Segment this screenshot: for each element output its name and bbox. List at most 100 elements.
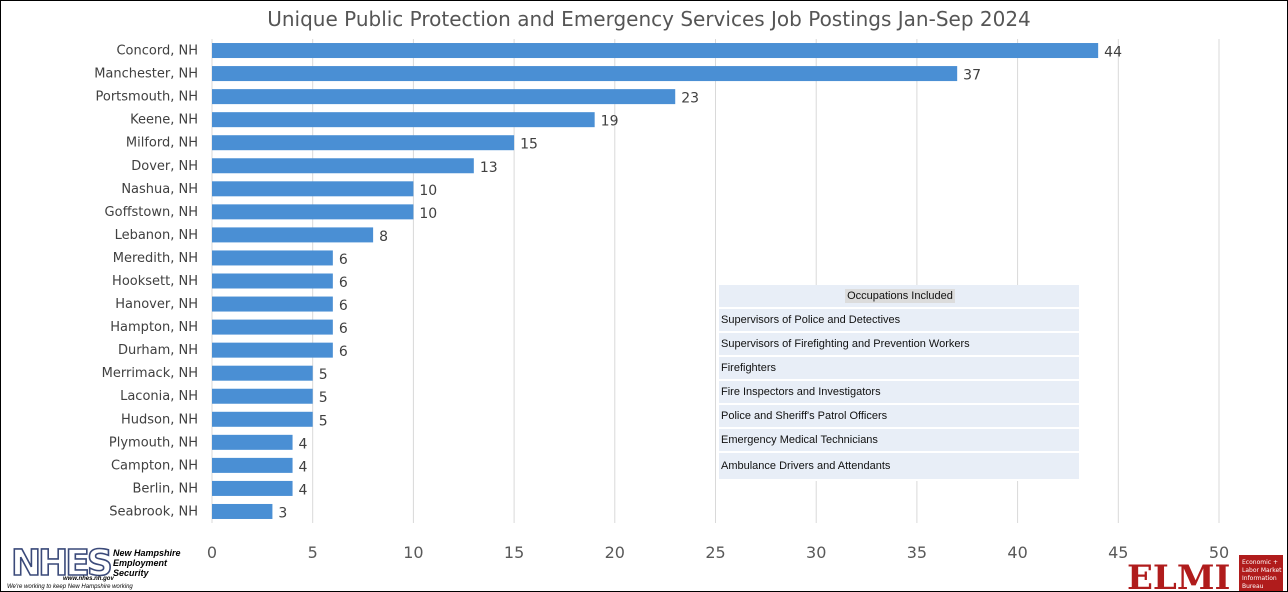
- nhes-logo-text: New Hampshire Employment Security: [113, 548, 181, 578]
- category-label: Berlin, NH: [133, 481, 199, 496]
- category-label: Lebanon, NH: [115, 228, 198, 243]
- data-label: 6: [339, 344, 348, 360]
- category-label: Seabrook, NH: [109, 504, 198, 519]
- data-label: 4: [299, 459, 308, 475]
- x-tick-label: 0: [207, 543, 217, 562]
- category-label: Portsmouth, NH: [95, 90, 198, 105]
- data-label: 15: [520, 137, 538, 153]
- bar: [212, 135, 515, 151]
- bar: [212, 66, 958, 82]
- occupation-row: Ambulance Drivers and Attendants: [719, 453, 1079, 481]
- category-label: Nashua, NH: [121, 182, 198, 197]
- data-label: 5: [319, 390, 328, 406]
- x-tick-label: 50: [1209, 543, 1229, 562]
- x-tick-label: 10: [403, 543, 423, 562]
- nhes-line-1: New Hampshire: [113, 548, 181, 558]
- bar: [212, 43, 1099, 59]
- data-label: 13: [480, 160, 498, 176]
- nhes-tagline: We're working to keep New Hampshire work…: [7, 584, 133, 590]
- nhes-line-2: Employment: [113, 558, 168, 568]
- category-label: Hudson, NH: [121, 412, 198, 427]
- category-label: Meredith, NH: [113, 251, 198, 266]
- data-label: 4: [299, 436, 308, 452]
- data-label: 44: [1104, 45, 1122, 61]
- data-label: 10: [419, 206, 437, 222]
- data-label: 6: [339, 275, 348, 291]
- data-label: 5: [319, 413, 328, 429]
- x-tick-label: 35: [907, 543, 927, 562]
- data-label: 37: [963, 68, 981, 84]
- elmi-line-4: Bureau: [1242, 583, 1264, 590]
- bar: [212, 227, 374, 243]
- elmi-line-2: Labor Market: [1242, 567, 1282, 574]
- elmi-line-3: Information: [1242, 575, 1277, 582]
- data-label: 6: [339, 298, 348, 314]
- category-label: Concord, NH: [116, 44, 198, 59]
- nhes-logo-mark: NHES: [11, 543, 111, 584]
- occupation-row: Supervisors of Firefighting and Preventi…: [719, 333, 1079, 357]
- category-label: Durham, NH: [118, 343, 198, 358]
- category-label: Keene, NH: [130, 113, 198, 128]
- elmi-logo: ELMI Economic + Labor Market Information…: [1127, 555, 1283, 591]
- x-tick-label: 20: [605, 543, 625, 562]
- data-label: 5: [319, 367, 328, 383]
- category-label: Laconia, NH: [120, 389, 198, 404]
- bar: [212, 457, 293, 473]
- elmi-logo-box: [1239, 555, 1283, 591]
- elmi-line-1: Economic +: [1242, 559, 1278, 566]
- bar: [212, 319, 333, 335]
- category-label: Hampton, NH: [110, 320, 198, 335]
- data-label: 19: [601, 114, 619, 130]
- bar: [212, 503, 273, 519]
- x-tick-label: 25: [705, 543, 725, 562]
- bar: [212, 112, 595, 128]
- bar: [212, 411, 313, 427]
- bar: [212, 296, 333, 312]
- category-label: Campton, NH: [111, 458, 198, 473]
- elmi-logo-mark: ELMI: [1127, 558, 1230, 591]
- bar: [212, 250, 333, 266]
- data-label: 8: [379, 229, 388, 245]
- nhes-url: www.nhes.nh.gov: [63, 576, 114, 582]
- bar: [212, 388, 313, 404]
- data-label: 6: [339, 252, 348, 268]
- bar: [212, 434, 293, 450]
- bar: [212, 273, 333, 289]
- occupation-row: Police and Sheriff's Patrol Officers: [719, 405, 1079, 429]
- bar: [212, 181, 414, 197]
- x-tick-label: 45: [1108, 543, 1128, 562]
- occupation-row: Supervisors of Police and Detectives: [719, 309, 1079, 333]
- category-label: Hanover, NH: [115, 297, 198, 312]
- bar: [212, 89, 676, 105]
- category-label: Plymouth, NH: [109, 435, 198, 450]
- bar: [212, 480, 293, 496]
- data-label: 6: [339, 321, 348, 337]
- bars: [212, 43, 1099, 519]
- data-label: 4: [299, 482, 308, 498]
- occupation-row: Fire Inspectors and Investigators: [719, 381, 1079, 405]
- chart-title: Unique Public Protection and Emergency S…: [267, 7, 1031, 31]
- x-tick-label: 40: [1007, 543, 1027, 562]
- category-label: Goffstown, NH: [105, 205, 198, 220]
- nhes-line-3: Security: [113, 568, 149, 578]
- occupation-row: Emergency Medical Technicians: [719, 429, 1079, 453]
- occupations-table-header: Occupations Included: [719, 285, 1079, 309]
- bar: [212, 365, 313, 381]
- nhes-logo: NHES: [10, 542, 114, 585]
- bar: [212, 342, 333, 358]
- category-label: Milford, NH: [126, 136, 198, 151]
- category-label: Dover, NH: [131, 159, 198, 174]
- x-tick-label: 5: [308, 543, 318, 562]
- data-label: 23: [681, 91, 699, 107]
- occupation-row: Firefighters: [719, 357, 1079, 381]
- occupations-table: Occupations Included Supervisors of Poli…: [719, 285, 1079, 481]
- category-label: Merrimack, NH: [102, 366, 198, 381]
- bar: [212, 204, 414, 220]
- data-label: 10: [419, 183, 437, 199]
- category-label: Hooksett, NH: [112, 274, 198, 289]
- x-tick-label: 15: [504, 543, 524, 562]
- bar: [212, 158, 474, 174]
